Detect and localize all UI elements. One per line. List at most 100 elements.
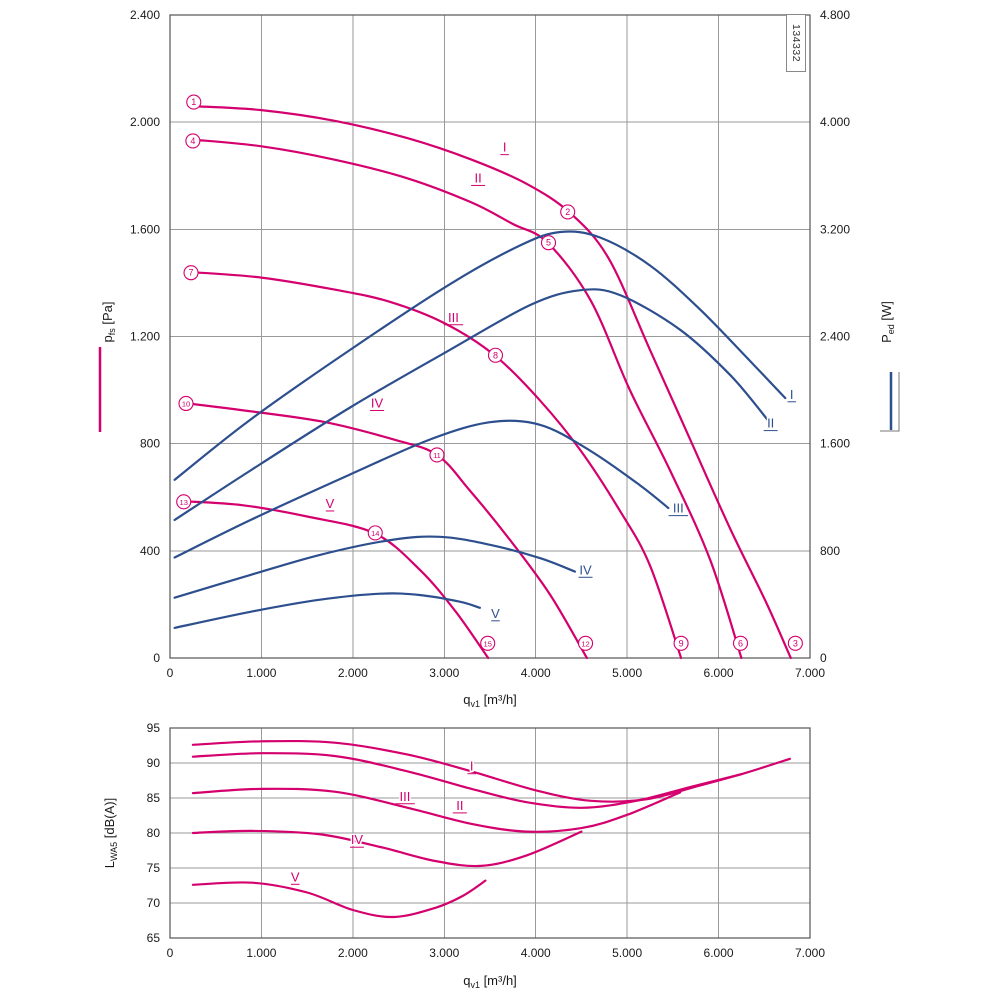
curve-label: III — [673, 501, 684, 516]
svg-text:6: 6 — [738, 638, 743, 648]
svg-text:0: 0 — [153, 651, 160, 665]
operating-point-marker: 13 — [176, 494, 192, 510]
curve-power-V: V — [173, 592, 502, 629]
plot-border — [169, 727, 811, 939]
svg-text:4.000: 4.000 — [820, 115, 850, 129]
curve-label: IV — [351, 832, 364, 847]
y-left-axis-title: pfs [Pa] — [100, 302, 117, 343]
power-axis-bracket — [880, 372, 900, 432]
svg-text:1: 1 — [191, 97, 196, 107]
curve-label: II — [456, 798, 463, 813]
svg-text:7.000: 7.000 — [795, 666, 825, 680]
curve-pressure-III: III — [191, 271, 683, 660]
curve-label: IV — [371, 395, 384, 410]
curve-label: V — [326, 496, 335, 511]
svg-text:2.000: 2.000 — [338, 666, 368, 680]
svg-text:1.200: 1.200 — [130, 330, 160, 344]
svg-text:13: 13 — [180, 498, 188, 507]
svg-text:8: 8 — [493, 350, 498, 360]
operating-point-marker: 3 — [787, 635, 803, 651]
svg-text:11: 11 — [433, 451, 441, 460]
operating-point-marker: 12 — [577, 635, 594, 651]
svg-text:80: 80 — [147, 826, 161, 840]
operating-point-marker: 7 — [183, 265, 199, 281]
curve-noise-V: V — [191, 868, 487, 919]
svg-text:1.000: 1.000 — [246, 946, 276, 960]
svg-text:4: 4 — [190, 136, 195, 146]
operating-point-marker: 11 — [429, 447, 445, 463]
svg-text:95: 95 — [147, 721, 161, 735]
svg-text:400: 400 — [140, 544, 160, 558]
operating-point-marker: 1 — [186, 94, 202, 110]
svg-text:3.000: 3.000 — [429, 666, 459, 680]
curve-label: II — [767, 416, 774, 431]
curve-noise-III: III — [191, 787, 682, 833]
y-right-axis-title: Ped [W] — [879, 301, 896, 343]
svg-text:1.600: 1.600 — [820, 437, 850, 451]
curve-label: V — [491, 606, 500, 621]
curve-noise-II: II — [191, 752, 743, 814]
svg-text:2.000: 2.000 — [338, 946, 368, 960]
svg-text:75: 75 — [147, 861, 161, 875]
curve-power-IV: IV — [173, 535, 594, 599]
svg-text:5: 5 — [546, 238, 551, 248]
svg-text:6.000: 6.000 — [704, 666, 734, 680]
svg-text:15: 15 — [484, 639, 492, 648]
curve-label: III — [400, 789, 411, 804]
curve-label: IV — [579, 562, 592, 577]
svg-text:4.000: 4.000 — [521, 946, 551, 960]
svg-text:2: 2 — [565, 207, 570, 217]
svg-text:0: 0 — [167, 946, 174, 960]
svg-text:800: 800 — [820, 544, 840, 558]
svg-text:85: 85 — [147, 791, 161, 805]
svg-text:9: 9 — [679, 638, 684, 648]
svg-text:6.000: 6.000 — [704, 946, 734, 960]
curve-pressure-II: II — [191, 138, 743, 660]
axis-color-keys — [98, 347, 900, 432]
svg-text:7: 7 — [189, 268, 194, 278]
svg-text:3: 3 — [793, 638, 798, 648]
svg-text:4.000: 4.000 — [521, 666, 551, 680]
noise-chart: 0 1.000 2.000 3.000 4.000 5.000 6.000 7.000 65 70… — [102, 721, 825, 990]
svg-text:3.200: 3.200 — [820, 222, 850, 236]
svg-text:3.000: 3.000 — [429, 946, 459, 960]
svg-text:12: 12 — [581, 639, 589, 648]
svg-text:1.000: 1.000 — [246, 666, 276, 680]
curve-power-II: II — [173, 288, 778, 522]
curve-noise-I: I — [191, 739, 791, 803]
x-axis-title: qv1 [m³/h] — [463, 692, 517, 709]
curve-label: II — [474, 170, 481, 185]
svg-text:14: 14 — [371, 529, 379, 538]
svg-text:10: 10 — [182, 399, 190, 408]
curve-label: V — [291, 869, 300, 884]
svg-text:90: 90 — [147, 756, 161, 770]
grid — [169, 14, 811, 659]
axis-tick-labels: 0 1.000 2.000 3.000 4.000 5.000 6.000 7.000 65 70… — [147, 721, 826, 960]
document-number: 134332 — [790, 23, 802, 63]
x-axis-title: qv1 [m³/h] — [463, 973, 517, 990]
svg-text:5.000: 5.000 — [612, 946, 642, 960]
curve-label: III — [448, 310, 459, 325]
svg-text:800: 800 — [140, 437, 160, 451]
operating-point-marker: 5 — [540, 235, 557, 251]
curve-label: I — [790, 387, 794, 402]
axis-tick-labels: 0 1.000 2.000 3.000 4.000 5.000 6.000 7.0000400… — [130, 8, 850, 680]
svg-text:70: 70 — [147, 896, 161, 910]
curve-pressure-IV: IV — [187, 394, 588, 660]
grid — [169, 727, 811, 939]
svg-text:2.400: 2.400 — [130, 8, 160, 22]
svg-text:0: 0 — [820, 651, 827, 665]
operating-point-marker: 9 — [673, 635, 689, 651]
curve-pressure-I: I — [191, 105, 792, 660]
curve-label: I — [470, 759, 474, 774]
operating-point-marker: 15 — [480, 635, 496, 651]
curve-pressure-V: V — [182, 494, 490, 660]
svg-text:2.400: 2.400 — [820, 330, 850, 344]
curve-power-I: I — [173, 230, 796, 481]
curve-label: I — [503, 140, 507, 155]
svg-text:1.600: 1.600 — [130, 222, 160, 236]
svg-text:5.000: 5.000 — [612, 666, 642, 680]
curve-noise-IV: IV — [191, 829, 583, 868]
